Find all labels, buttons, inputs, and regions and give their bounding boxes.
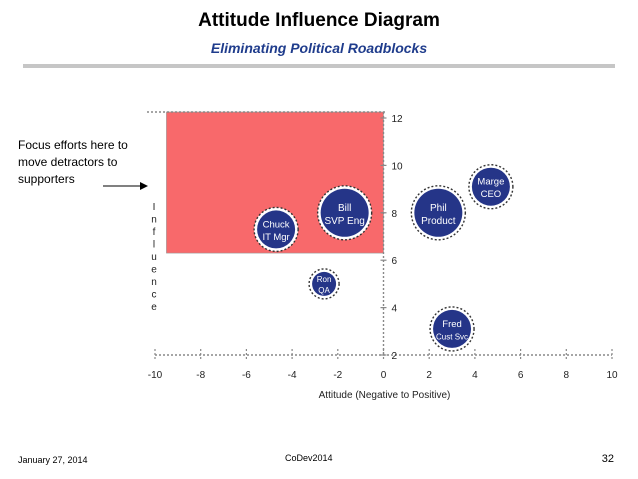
x-tick-label: 2 [426, 370, 432, 381]
footer-event: CoDev2014 [285, 453, 333, 463]
slide-title: Attitude Influence Diagram [198, 10, 440, 31]
person-role-label: CEO [481, 189, 502, 200]
y-tick-label: 10 [392, 161, 404, 172]
person-role-label: Product [421, 216, 456, 227]
y-tick-label: 8 [392, 209, 398, 220]
person-label: Phil [430, 203, 447, 214]
person-role-label: Cust Svc [436, 332, 468, 341]
person-point [471, 167, 510, 206]
person-role-label: IT Mgr [262, 232, 289, 243]
slide-subtitle: Eliminating Political Roadblocks [210, 40, 428, 56]
x-tick-label: 10 [606, 370, 618, 381]
x-tick-label: 4 [472, 370, 478, 381]
x-axis-label: Attitude (Negative to Positive) [319, 390, 451, 401]
person-point [414, 188, 463, 237]
person-label: Marge [477, 177, 504, 188]
person-label: Bill [338, 203, 351, 214]
y-tick-label: 12 [392, 114, 404, 125]
person-role-label: SVP Eng [324, 216, 364, 227]
person-point [320, 188, 369, 237]
x-tick-label: -8 [196, 370, 205, 381]
title-divider [23, 64, 615, 68]
person-point [312, 271, 337, 296]
x-tick-label: 8 [564, 370, 570, 381]
x-tick-label: 0 [381, 370, 387, 381]
x-tick-label: -2 [333, 370, 342, 381]
x-tick-label: -4 [288, 370, 297, 381]
person-point [257, 210, 296, 249]
y-tick-label: 6 [392, 256, 398, 267]
y-tick-label: 4 [392, 304, 398, 315]
person-label: Chuck [263, 219, 290, 230]
person-label: Ron [317, 275, 332, 284]
y-tick-label: 2 [392, 351, 398, 362]
footer-date: January 27, 2014 [18, 455, 88, 465]
callout-arrow-head [140, 182, 148, 190]
page-number: 32 [601, 453, 614, 465]
person-point [433, 309, 472, 348]
person-role-label: QA [318, 286, 330, 295]
x-tick-label: 6 [518, 370, 524, 381]
x-tick-label: -10 [148, 370, 163, 381]
x-tick-label: -6 [242, 370, 251, 381]
callout-text: Focus efforts here to move detractors to… [18, 138, 128, 186]
person-label: Fred [442, 319, 462, 330]
